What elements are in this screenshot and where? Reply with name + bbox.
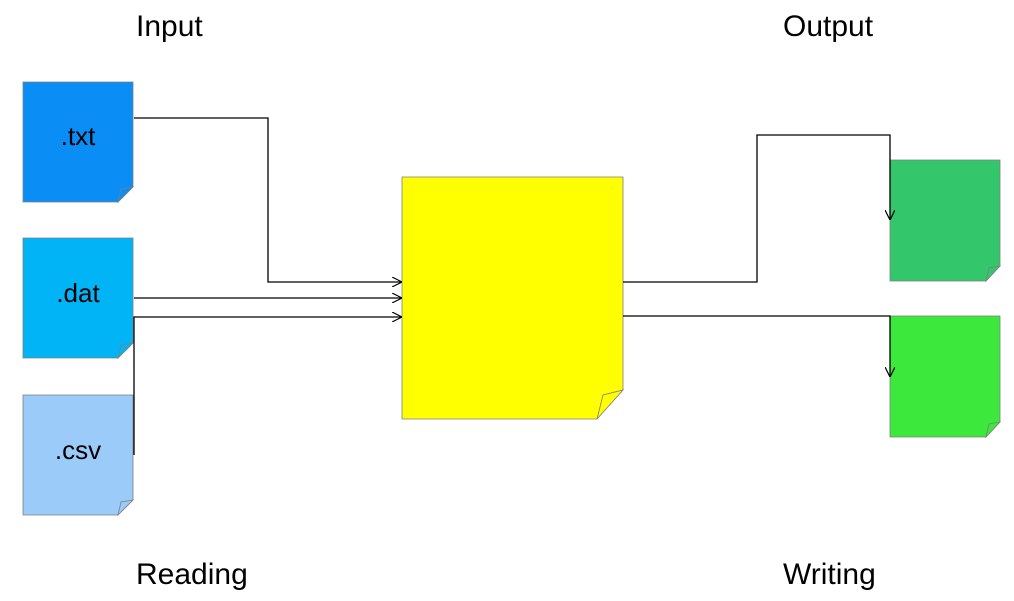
writing-footer: Writing [783, 558, 876, 591]
processor-document [401, 176, 625, 420]
connectors [133, 117, 890, 455]
input-file-csv: .csv [22, 394, 135, 517]
output-file-2 [889, 315, 1002, 439]
input-file-txt: .txt [22, 81, 135, 204]
connector-processor-to-output-2 [623, 315, 890, 377]
connector-csv-to-processor [133, 317, 402, 455]
connector-txt-to-processor [134, 117, 402, 282]
input-file-dat: .dat [22, 237, 135, 360]
file-label-dat: .dat [56, 278, 100, 308]
output-file-1 [889, 159, 1002, 283]
connector-processor-to-output-1 [623, 134, 890, 283]
reading-footer: Reading [136, 558, 248, 591]
file-label-txt: .txt [61, 121, 96, 151]
output-header: Output [783, 10, 874, 43]
file-label-csv: .csv [55, 435, 101, 465]
input-header: Input [136, 10, 203, 43]
